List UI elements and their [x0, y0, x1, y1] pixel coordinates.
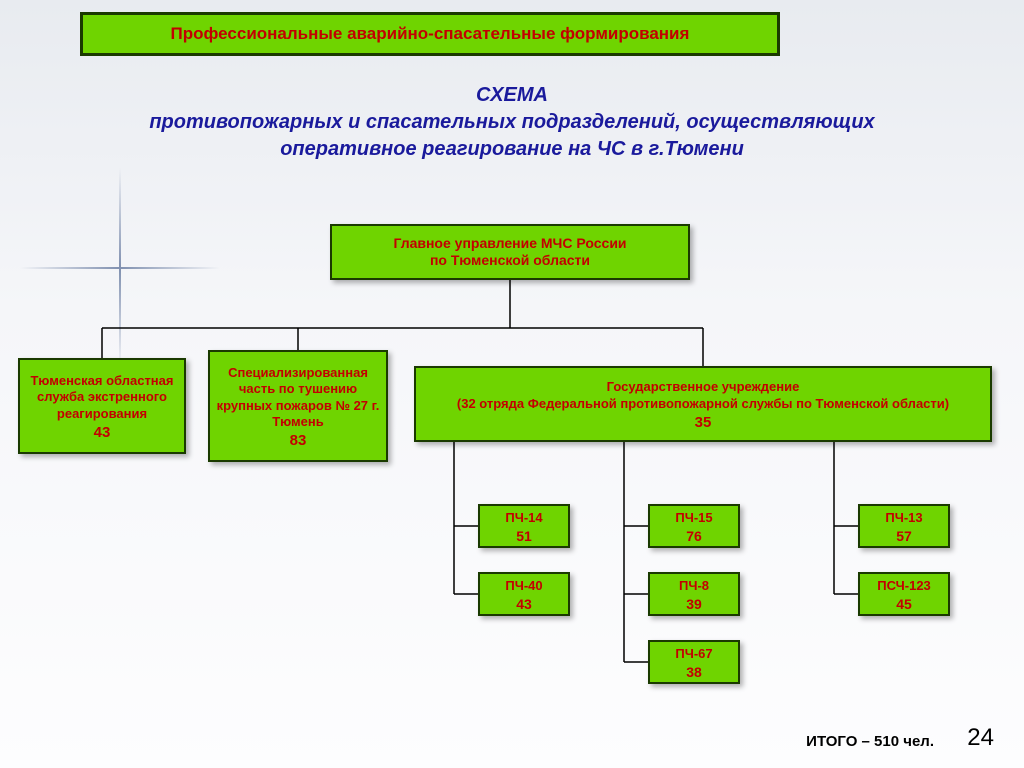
footer-total-text: ИТОГО – 510 чел.	[806, 733, 934, 750]
level2-title: Государственное учреждение(32 отряда Фед…	[451, 377, 955, 414]
level2-count: 43	[94, 424, 111, 441]
diagram-subtitle: СХЕМА противопожарных и спасательных под…	[0, 82, 1024, 163]
level2-title: Специализированная часть по тушению круп…	[210, 363, 386, 432]
leaf-title: ПЧ-40	[499, 576, 548, 596]
level2-count: 35	[695, 414, 712, 431]
page-number-text: 24	[967, 724, 994, 751]
root-node: Главное управление МЧС Россиипо Тюменско…	[330, 224, 690, 280]
decorative-cross-icon	[60, 208, 180, 328]
header-bar: Профессиональные аварийно-спасательные ф…	[80, 12, 780, 56]
subtitle-line3: оперативное реагирование на ЧС в г.Тюмен…	[0, 136, 1024, 163]
leaf-count: 43	[516, 596, 532, 612]
level2-count: 83	[290, 432, 307, 449]
leaf-node: ПЧ-6738	[648, 640, 740, 684]
leaf-count: 45	[896, 596, 912, 612]
page-number: 24	[967, 724, 994, 752]
leaf-node: ПЧ-839	[648, 572, 740, 616]
leaf-count: 51	[516, 528, 532, 544]
footer-total: ИТОГО – 510 чел.	[806, 733, 934, 750]
leaf-title: ПЧ-15	[669, 508, 718, 528]
leaf-node: ПЧ-1357	[858, 504, 950, 548]
leaf-count: 57	[896, 528, 912, 544]
subtitle-line1: СХЕМА	[0, 82, 1024, 109]
root-title: Главное управление МЧС Россиипо Тюменско…	[387, 233, 632, 272]
leaf-node: ПСЧ-12345	[858, 572, 950, 616]
leaf-count: 38	[686, 664, 702, 680]
leaf-title: ПЧ-14	[499, 508, 548, 528]
level2-title: Тюменская областная служба экстренного р…	[20, 371, 184, 424]
leaf-title: ПЧ-13	[879, 508, 928, 528]
leaf-node: ПЧ-1451	[478, 504, 570, 548]
level2-node: Государственное учреждение(32 отряда Фед…	[414, 366, 992, 442]
header-text: Профессиональные аварийно-спасательные ф…	[171, 24, 690, 44]
subtitle-line2: противопожарных и спасательных подраздел…	[0, 109, 1024, 136]
level2-node: Тюменская областная служба экстренного р…	[18, 358, 186, 454]
leaf-title: ПЧ-8	[673, 576, 715, 596]
leaf-count: 76	[686, 528, 702, 544]
leaf-title: ПСЧ-123	[871, 576, 937, 596]
leaf-title: ПЧ-67	[669, 644, 718, 664]
leaf-count: 39	[686, 596, 702, 612]
leaf-node: ПЧ-4043	[478, 572, 570, 616]
leaf-node: ПЧ-1576	[648, 504, 740, 548]
level2-node: Специализированная часть по тушению круп…	[208, 350, 388, 462]
